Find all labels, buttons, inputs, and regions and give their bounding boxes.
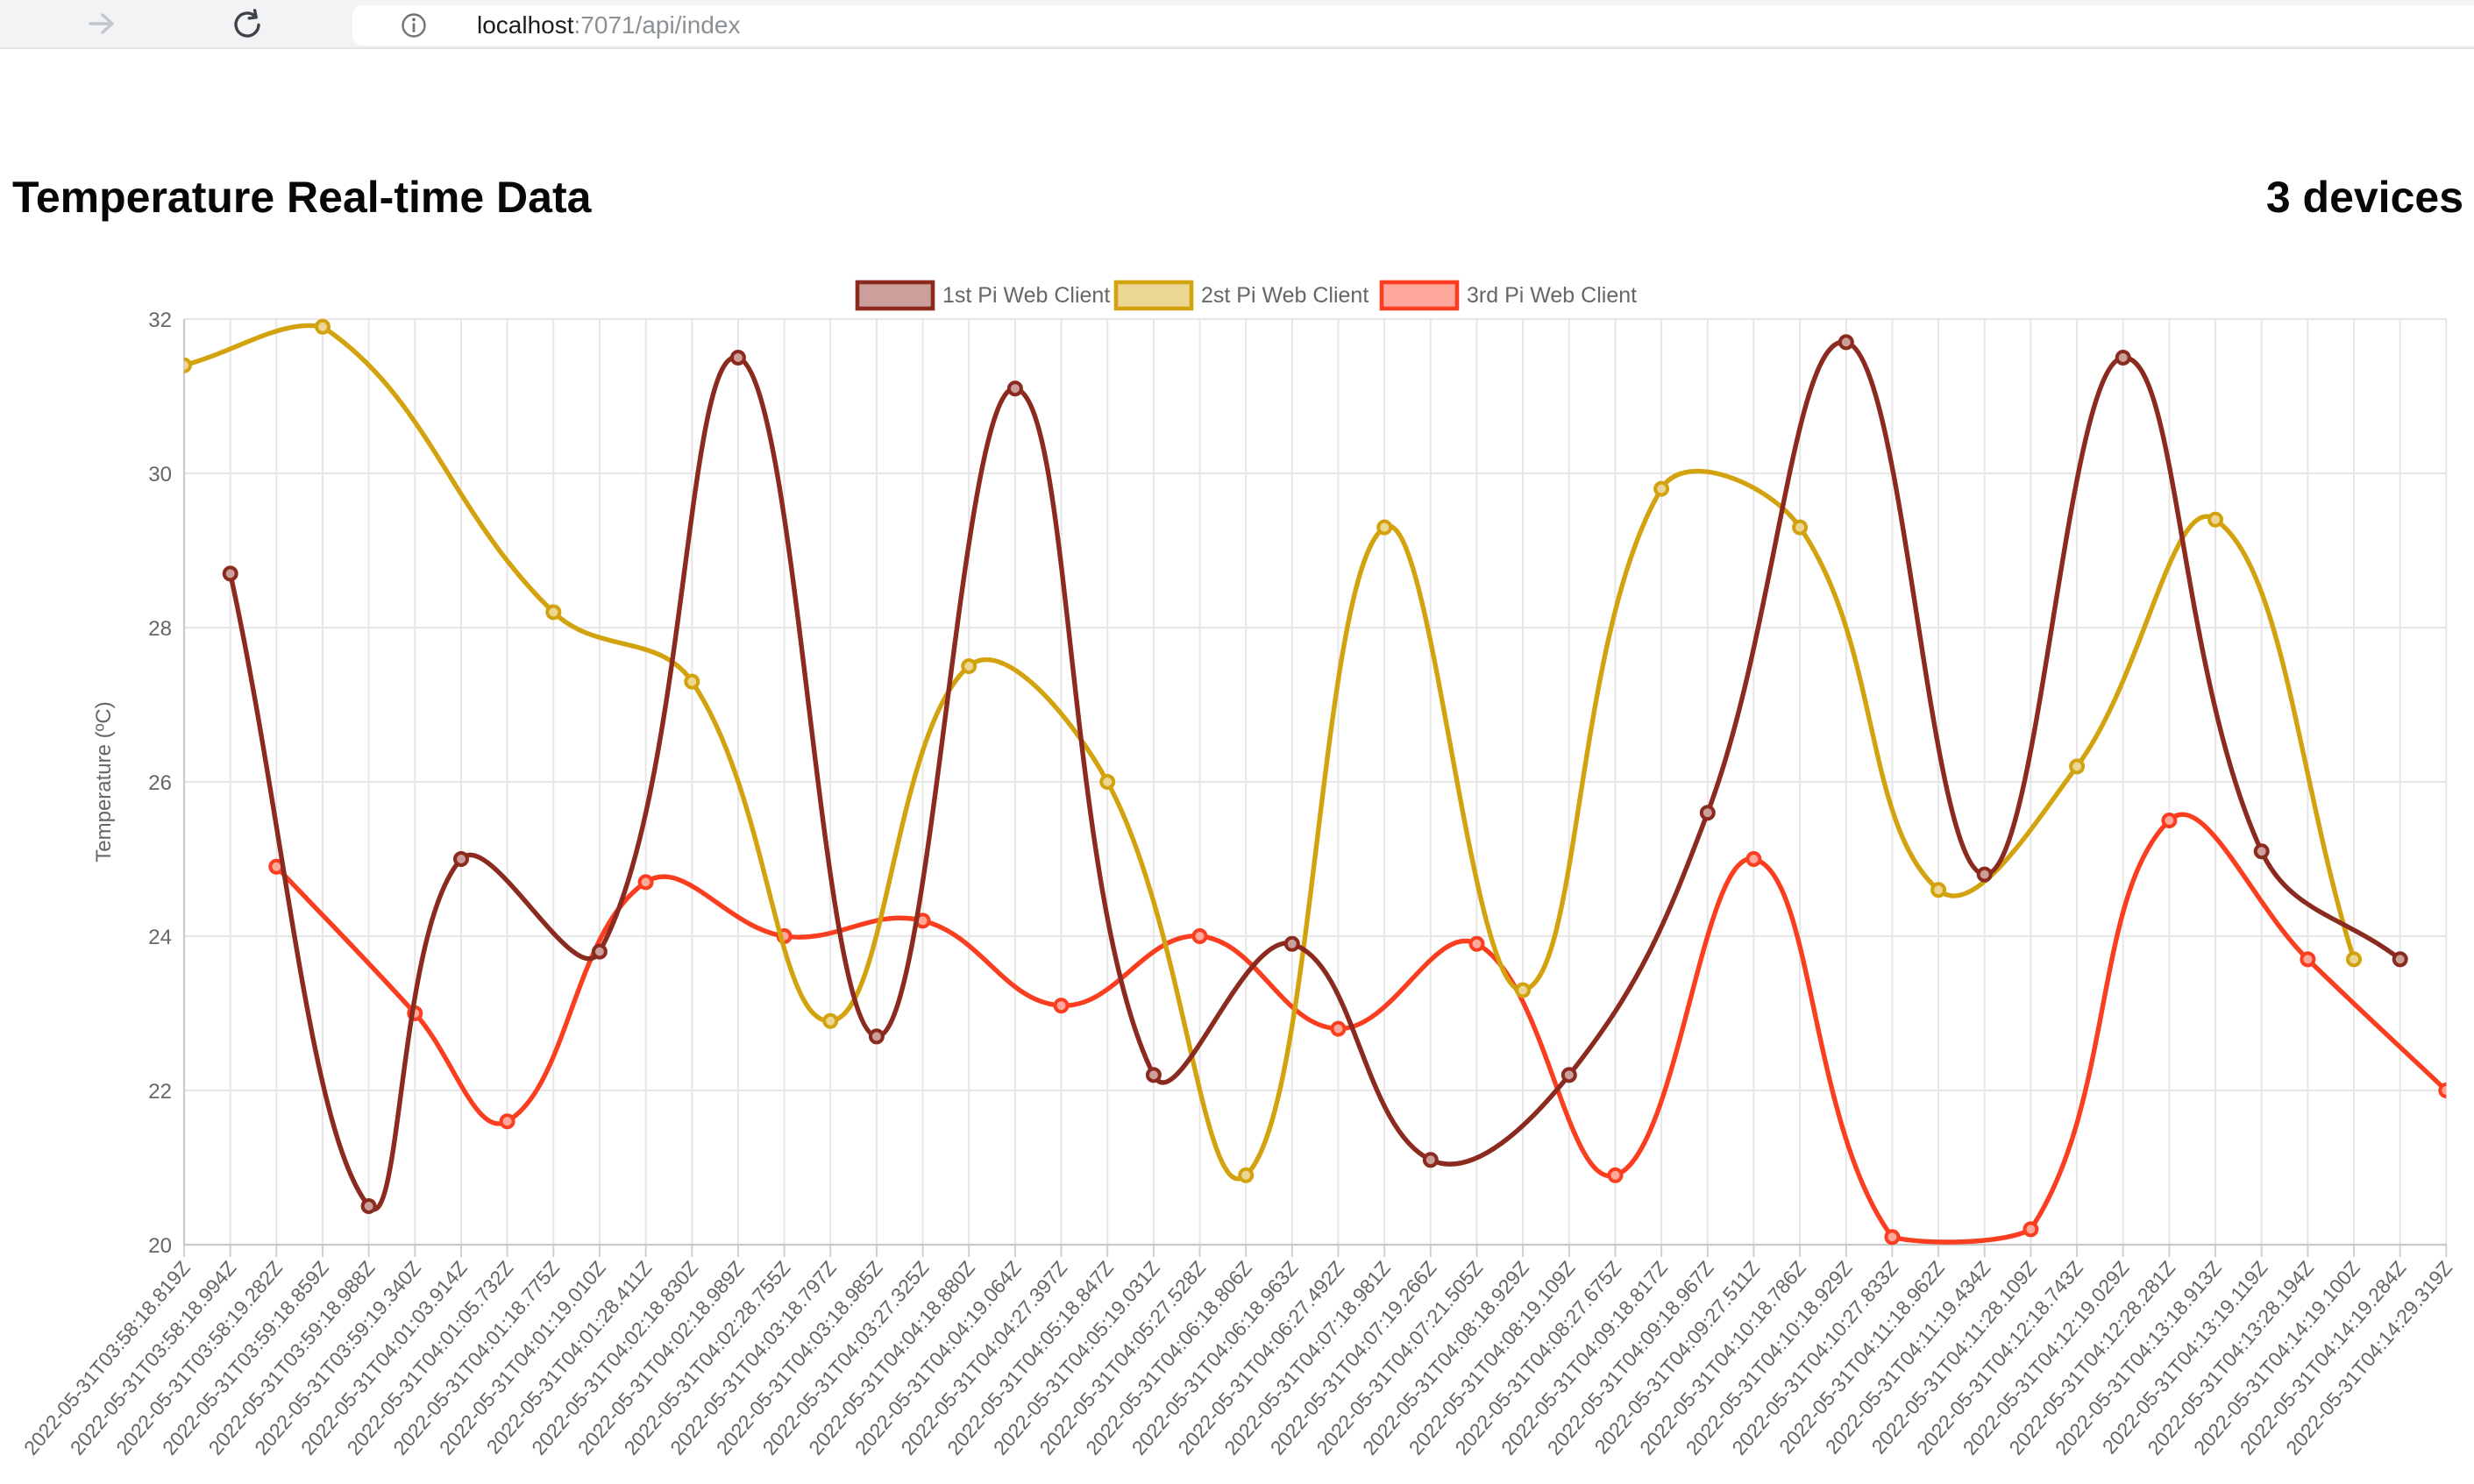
data-point xyxy=(1653,480,1670,497)
data-point xyxy=(222,565,238,582)
y-tick-label: 30 xyxy=(148,463,172,486)
data-point xyxy=(1838,334,1854,351)
data-point xyxy=(545,604,562,621)
info-icon[interactable] xyxy=(398,10,430,41)
legend-item-2[interactable]: 2st Pi Web Client xyxy=(1113,280,1369,311)
data-point xyxy=(2023,1221,2039,1238)
y-tick-label: 22 xyxy=(148,1080,172,1104)
data-point xyxy=(1191,928,1208,944)
data-point xyxy=(2069,758,2086,775)
data-point xyxy=(2207,511,2223,528)
data-point xyxy=(315,318,331,335)
data-point xyxy=(360,1198,377,1214)
data-point xyxy=(1884,1229,1901,1246)
legend-item-1[interactable]: 1st Pi Web Client xyxy=(855,280,1110,311)
y-tick-label: 26 xyxy=(148,771,172,795)
legend-label: 3rd Pi Web Client xyxy=(1467,283,1637,308)
x-axis-labels: 2022-05-31T03:58:18.819Z2022-05-31T03:58… xyxy=(19,1257,2456,1459)
data-point xyxy=(684,673,700,690)
y-tick-label: 32 xyxy=(148,309,172,332)
address-bar[interactable]: localhost:7071/api/index xyxy=(352,5,2474,46)
legend-item-3[interactable]: 3rd Pi Web Client xyxy=(1379,280,1637,311)
legend-label: 1st Pi Web Client xyxy=(942,283,1110,308)
data-point xyxy=(868,1028,885,1045)
data-point xyxy=(453,851,469,867)
page-title: Temperature Real-time Data xyxy=(12,173,592,222)
reload-icon[interactable] xyxy=(230,6,265,41)
data-point xyxy=(1145,1067,1162,1083)
data-point xyxy=(1515,982,1532,998)
data-point xyxy=(2438,1083,2447,1098)
series-3 xyxy=(268,812,2447,1246)
data-point xyxy=(1376,519,1393,536)
forward-arrow-icon[interactable] xyxy=(84,6,119,41)
data-point xyxy=(729,350,746,366)
url-path: :7071/api/index xyxy=(573,11,741,39)
data-point xyxy=(1699,805,1716,821)
data-point xyxy=(2115,350,2131,366)
data-point xyxy=(2161,813,2178,828)
data-point xyxy=(637,874,654,891)
data-point xyxy=(1422,1152,1439,1168)
data-point xyxy=(1976,866,1993,883)
data-point xyxy=(2253,843,2270,860)
y-axis-labels: 20 22 24 26 28 30 32 xyxy=(148,309,172,1258)
data-point xyxy=(1745,851,1762,867)
data-point xyxy=(2392,951,2408,968)
data-point xyxy=(1560,1067,1577,1083)
grid xyxy=(182,318,2448,1257)
data-point xyxy=(499,1113,515,1130)
url-host: localhost xyxy=(477,11,574,39)
legend-swatch xyxy=(855,280,935,311)
data-point xyxy=(822,1012,839,1029)
data-point xyxy=(1330,1020,1347,1037)
legend-swatch xyxy=(1379,280,1460,311)
legend-swatch xyxy=(1113,280,1194,311)
series-line xyxy=(228,339,2403,1212)
y-tick-label: 20 xyxy=(148,1234,172,1258)
data-point xyxy=(2300,951,2316,968)
data-point xyxy=(591,943,608,960)
browser-toolbar: localhost:7071/api/index xyxy=(0,0,2474,49)
data-point xyxy=(2346,951,2362,968)
device-count: 3 devices xyxy=(2265,173,2463,222)
data-point xyxy=(184,357,192,373)
chart-legend: 1st Pi Web Client 2st Pi Web Client 3rd Pi… xyxy=(855,280,1637,311)
data-point xyxy=(961,658,978,674)
data-point xyxy=(1053,998,1070,1014)
data-point xyxy=(1283,935,1300,952)
series-1 xyxy=(222,334,2408,1214)
data-point xyxy=(1238,1167,1255,1183)
data-point xyxy=(1930,882,1947,898)
data-point xyxy=(1792,519,1809,536)
series-line xyxy=(274,812,2447,1245)
y-axis-title: Temperature (ºC) xyxy=(92,701,116,862)
data-point xyxy=(1607,1167,1624,1183)
data-point xyxy=(1006,380,1023,397)
y-tick-label: 28 xyxy=(148,617,172,641)
url-text: localhost:7071/api/index xyxy=(477,5,740,46)
data-point xyxy=(1099,774,1116,790)
y-tick-label: 24 xyxy=(148,926,172,949)
data-point xyxy=(1468,935,1485,952)
series-2 xyxy=(184,318,2362,1183)
legend-label: 2st Pi Web Client xyxy=(1201,283,1369,308)
